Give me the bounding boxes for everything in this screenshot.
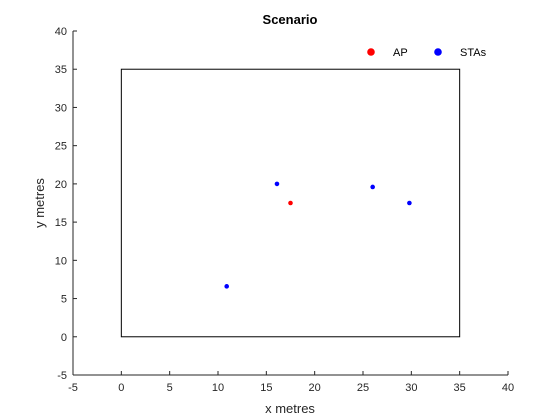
x-tick-label: 15: [260, 382, 272, 394]
y-tick-label: 40: [55, 26, 67, 38]
sta-point: [274, 181, 280, 187]
x-tick-label: 20: [309, 382, 321, 394]
x-tick-label: 5: [167, 382, 173, 394]
chart-title: Scenario: [263, 12, 318, 27]
sta-point: [407, 200, 412, 206]
legend-marker: [367, 48, 375, 56]
x-tick-label: -5: [68, 382, 78, 394]
legend-label: AP: [393, 47, 408, 59]
x-tick-label: 0: [118, 382, 124, 394]
legend: AP STAs: [367, 47, 487, 59]
sta-point: [370, 184, 375, 190]
x-tick-label: 10: [212, 382, 224, 394]
y-tick-label: 20: [55, 179, 67, 191]
y-tick-label: 10: [55, 255, 67, 267]
y-tick-label: 0: [61, 332, 67, 344]
x-tick-label: 35: [454, 382, 466, 394]
y-tick-label: 15: [55, 217, 67, 229]
x-tick-label: 25: [357, 382, 369, 394]
x-axis-label: x metres: [265, 401, 315, 416]
legend-label: STAs: [460, 47, 487, 59]
y-tick-label: 35: [55, 64, 67, 76]
legend-marker: [434, 48, 442, 56]
scenario-boundary: [120, 68, 461, 338]
ap-point: [288, 200, 293, 206]
sta-point: [224, 284, 229, 289]
axes: -5 0 5 10 15 20 25 30 35 40 -5 0 5 10 15 20 25 30 35 40: [55, 26, 514, 394]
y-tick-label: 25: [55, 141, 67, 153]
y-tick-label: 30: [55, 102, 67, 114]
y-tick-label: -5: [57, 370, 67, 382]
y-tick-label: 5: [61, 294, 67, 306]
y-axis-label: y metres: [32, 178, 47, 228]
plot-marks: [120, 68, 461, 338]
x-tick-label: 40: [502, 382, 514, 394]
x-tick-label: 30: [405, 382, 417, 394]
